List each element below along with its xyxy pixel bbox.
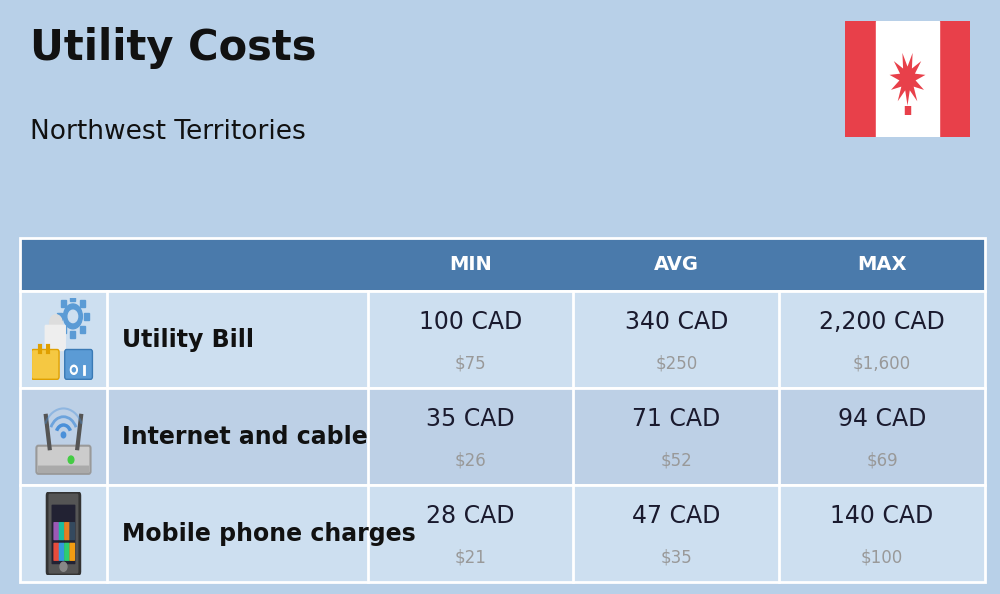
FancyBboxPatch shape <box>52 505 75 564</box>
FancyBboxPatch shape <box>64 543 70 561</box>
Text: $250: $250 <box>655 355 697 372</box>
FancyBboxPatch shape <box>53 543 59 561</box>
FancyBboxPatch shape <box>20 388 985 485</box>
Text: 140 CAD: 140 CAD <box>830 504 934 528</box>
FancyBboxPatch shape <box>20 238 985 291</box>
Bar <box>61 300 66 307</box>
FancyBboxPatch shape <box>69 543 75 561</box>
Text: $52: $52 <box>660 451 692 469</box>
FancyBboxPatch shape <box>64 522 70 540</box>
Circle shape <box>70 365 77 374</box>
Circle shape <box>68 310 78 323</box>
Text: MIN: MIN <box>449 255 492 274</box>
Circle shape <box>61 432 66 438</box>
FancyBboxPatch shape <box>59 543 64 561</box>
Bar <box>70 331 75 338</box>
Text: Mobile phone charges: Mobile phone charges <box>122 522 416 546</box>
Bar <box>845 21 876 137</box>
FancyBboxPatch shape <box>36 446 91 474</box>
Text: Utility Costs: Utility Costs <box>30 27 316 69</box>
Text: Northwest Territories: Northwest Territories <box>30 119 306 145</box>
Text: $100: $100 <box>861 548 903 566</box>
Text: 47 CAD: 47 CAD <box>632 504 721 528</box>
Bar <box>70 295 75 302</box>
Text: AVG: AVG <box>654 255 699 274</box>
FancyBboxPatch shape <box>31 349 59 380</box>
Text: 94 CAD: 94 CAD <box>838 407 926 431</box>
Bar <box>80 326 85 333</box>
Text: 35 CAD: 35 CAD <box>426 407 515 431</box>
Polygon shape <box>890 53 925 106</box>
Text: 2,200 CAD: 2,200 CAD <box>819 309 945 334</box>
Bar <box>57 313 62 320</box>
Text: MAX: MAX <box>857 255 907 274</box>
Text: $26: $26 <box>455 451 486 469</box>
Text: 340 CAD: 340 CAD <box>625 309 728 334</box>
FancyBboxPatch shape <box>65 349 92 380</box>
Bar <box>939 21 970 137</box>
Text: 100 CAD: 100 CAD <box>419 309 522 334</box>
Circle shape <box>50 315 62 331</box>
FancyBboxPatch shape <box>38 466 89 473</box>
FancyBboxPatch shape <box>45 325 66 351</box>
Text: 28 CAD: 28 CAD <box>426 504 515 528</box>
Text: $75: $75 <box>455 355 486 372</box>
Circle shape <box>60 562 67 571</box>
FancyBboxPatch shape <box>47 492 80 575</box>
Circle shape <box>68 456 74 463</box>
FancyBboxPatch shape <box>53 522 59 540</box>
Bar <box>80 300 85 307</box>
Bar <box>84 313 89 320</box>
Text: $1,600: $1,600 <box>853 355 911 372</box>
Circle shape <box>72 368 75 372</box>
Text: Utility Bill: Utility Bill <box>122 327 254 352</box>
Bar <box>61 326 66 333</box>
FancyBboxPatch shape <box>20 485 985 582</box>
FancyBboxPatch shape <box>843 18 972 139</box>
FancyBboxPatch shape <box>20 291 985 388</box>
Text: Internet and cable: Internet and cable <box>122 425 368 448</box>
Text: $35: $35 <box>660 548 692 566</box>
FancyBboxPatch shape <box>59 522 64 540</box>
Text: $69: $69 <box>866 451 898 469</box>
Circle shape <box>63 304 82 329</box>
Text: $21: $21 <box>455 548 487 566</box>
Bar <box>876 21 939 137</box>
Text: 71 CAD: 71 CAD <box>632 407 720 431</box>
FancyBboxPatch shape <box>69 522 75 540</box>
